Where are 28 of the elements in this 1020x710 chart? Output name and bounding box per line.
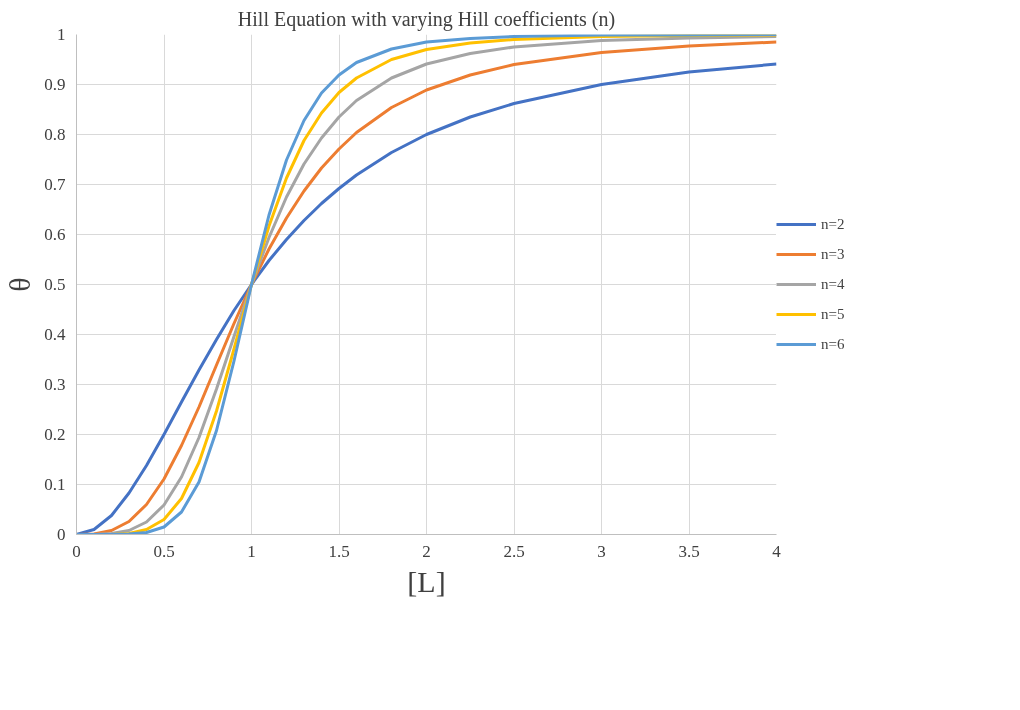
legend-label: n=6 (821, 335, 845, 353)
y-tick-label: 1 (57, 25, 66, 44)
x-tick-label: 0 (72, 541, 81, 561)
x-tick-label: 1 (247, 541, 256, 561)
y-axis-title: θ (3, 277, 37, 292)
x-tick-label: 3 (597, 541, 606, 561)
y-tick-label: 0.3 (44, 375, 66, 394)
x-tick-label: 2.5 (503, 541, 525, 561)
x-tick-label: 0.5 (153, 541, 175, 561)
y-tick-label: 0.6 (44, 225, 66, 244)
x-tick-label: 2 (422, 541, 431, 561)
chart-title: Hill Equation with varying Hill coefficients (n) (237, 7, 616, 31)
x-axis-title: [L] (407, 564, 446, 598)
y-tick-label: 0 (57, 525, 66, 544)
y-tick-label: 0.8 (44, 125, 66, 144)
x-tick-label: 3.5 (678, 541, 700, 561)
x-tick-label: 4 (772, 541, 782, 561)
legend-label: n=5 (821, 305, 845, 323)
legend-label: n=3 (821, 245, 845, 263)
y-tick-label: 0.5 (44, 275, 66, 294)
legend-label: n=4 (821, 275, 845, 293)
y-tick-label: 0.9 (44, 75, 66, 94)
y-tick-label: 0.2 (44, 425, 66, 444)
y-tick-label: 0.7 (44, 175, 66, 194)
legend-label: n=2 (821, 215, 845, 233)
x-tick-label: 1.5 (328, 541, 350, 561)
y-tick-label: 0.1 (44, 475, 66, 494)
y-tick-label: 0.4 (44, 325, 66, 344)
